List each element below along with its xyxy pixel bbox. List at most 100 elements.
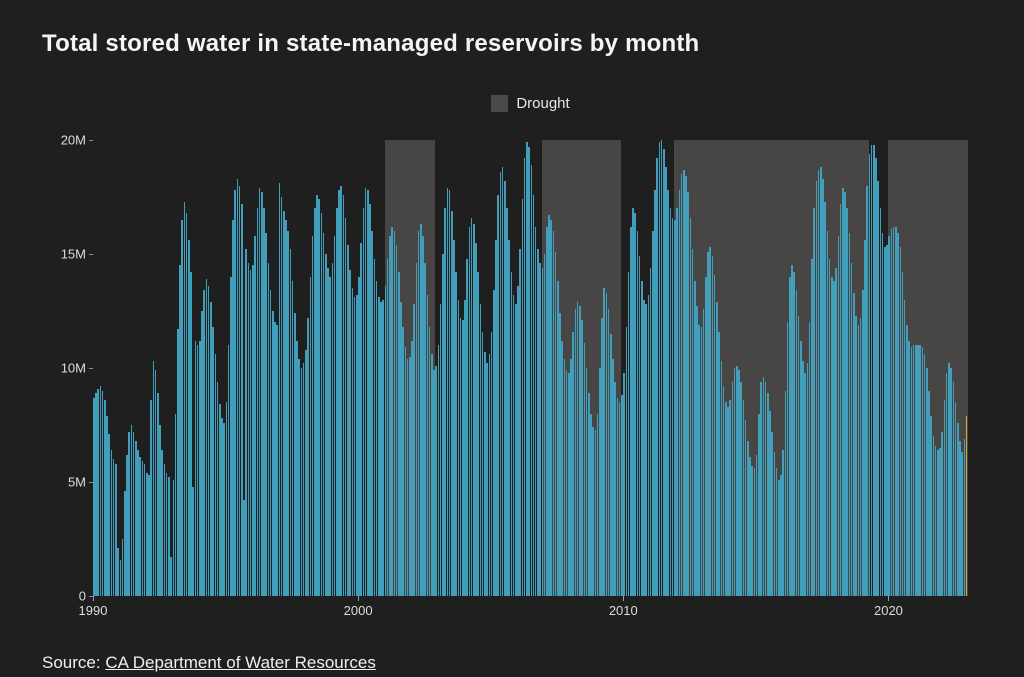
month-bar [572,331,575,596]
month-bar [307,317,309,596]
month-bar [649,267,652,596]
month-bar [106,415,108,596]
month-bar [229,276,232,596]
source-link[interactable]: CA Department of Water Resources [105,653,376,672]
month-bar [269,290,272,596]
month-bar [932,436,935,596]
month-bar [477,272,480,596]
month-bar [285,219,287,596]
month-bar [857,324,860,596]
month-bar [497,194,499,596]
month-bar [291,281,294,596]
month-bar [647,295,650,596]
month-bar [716,301,718,596]
month-bar [437,345,440,596]
month-bar [232,219,234,596]
month-bar [709,247,712,596]
month-bar [338,190,340,596]
month-bar [163,463,166,596]
month-bar [146,472,148,596]
month-bar [877,181,879,596]
month-bar [625,326,628,596]
month-bar [444,208,446,596]
month-bar [196,345,199,596]
month-bar [214,354,217,596]
month-bar [380,301,382,596]
month-bar [225,402,228,596]
month-bar [948,363,950,596]
month-bar [574,308,577,596]
month-bar [864,240,866,596]
month-bar [789,276,791,596]
month-bar [422,235,424,596]
month-bar [632,208,634,596]
month-bar [676,208,678,596]
x-axis-label: 2020 [873,603,903,618]
month-bar [448,190,451,596]
month-bar [705,276,707,596]
month-bar [930,415,932,596]
month-bar [267,263,270,596]
month-bar [729,399,731,596]
source-prefix: Source: [42,653,106,672]
x-axis-label: 1990 [78,603,108,618]
month-bar [428,326,431,596]
month-bar [766,393,769,596]
month-bar [327,267,329,596]
month-bar [121,539,124,596]
month-bar [473,224,475,596]
month-bar [466,258,468,596]
month-bar [139,456,141,596]
month-bar [713,274,716,596]
month-bar [718,331,720,596]
month-bar [325,254,327,596]
month-bar [680,174,683,596]
month-bar [629,226,632,596]
month-bar [104,399,106,596]
month-bar [903,299,906,596]
month-bar [552,231,555,596]
month-bar [579,306,581,596]
month-bar [568,372,570,596]
month-bar [241,203,243,596]
month-bar [126,454,128,596]
month-bar [749,456,751,596]
month-bar [384,285,387,596]
source-line: Source: CA Department of Water Resources [42,653,376,673]
month-bar [249,269,252,596]
month-bar [152,361,155,596]
month-bar [694,281,696,596]
month-bar [720,361,723,596]
month-bar [276,324,278,596]
month-bar [906,324,908,596]
month-bar [216,381,219,596]
month-bar [322,233,325,596]
month-bar [678,190,681,596]
month-bar [254,235,256,596]
month-bar [663,149,665,596]
y-axis-label: 5M [67,474,86,490]
month-bar [344,217,347,596]
month-bar [590,413,592,596]
month-bar [495,240,497,596]
month-bar [627,272,630,596]
month-bar [747,440,749,596]
month-bar [470,217,473,596]
month-bar [433,370,435,596]
month-bar [484,352,486,596]
month-bar [424,263,427,596]
month-bar [773,452,776,596]
month-bar [366,190,369,596]
month-bar [603,288,605,596]
month-bar [576,301,579,596]
month-bar [521,199,524,596]
month-bar [371,231,373,596]
month-bar [137,450,139,596]
month-bar [408,356,411,596]
month-bar [157,393,159,596]
month-bar [170,557,172,596]
month-bar [492,290,495,596]
month-bar [300,368,303,596]
month-bar [643,299,645,596]
month-bar [406,358,409,596]
